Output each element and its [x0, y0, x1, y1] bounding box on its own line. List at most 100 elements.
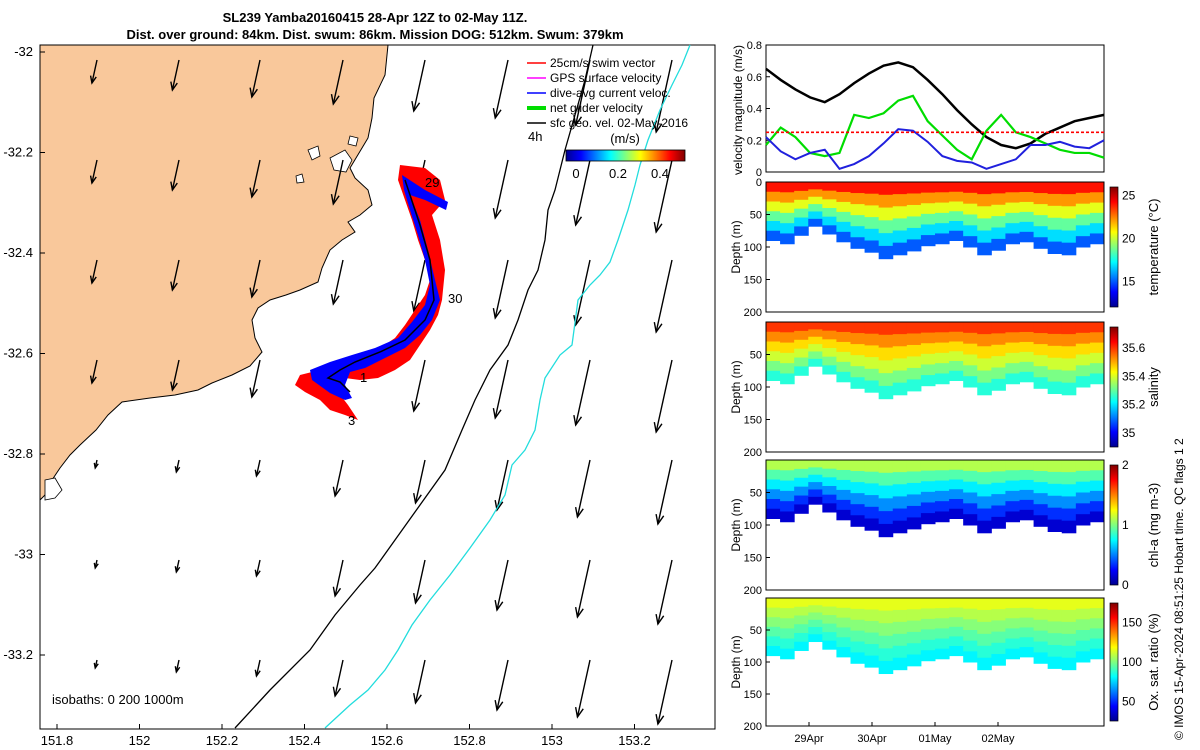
section-cell: [1061, 508, 1077, 522]
section-cell: [949, 626, 964, 637]
section-cell: [1075, 503, 1091, 515]
section-cell: [949, 361, 964, 372]
section-cell: [1089, 460, 1105, 471]
section-cell: [1033, 182, 1049, 194]
section-cell: [1019, 469, 1035, 481]
section-cell: [822, 356, 837, 366]
colorbar-tick-label: 35.2: [1122, 398, 1146, 412]
velocity-arrowhead: [653, 422, 663, 434]
section-cell: [1089, 470, 1105, 482]
depth-tick-label: 50: [750, 350, 762, 362]
section-cell: [1089, 202, 1105, 214]
velocity-arrowhead: [89, 175, 97, 185]
lon-tick-label: 151.8: [41, 733, 74, 748]
section-cell: [780, 363, 795, 374]
section-cell: [991, 193, 1006, 206]
section-cell: [963, 503, 978, 515]
section-cell: [906, 620, 922, 633]
section-cell: [850, 619, 866, 632]
velocity-axes-box: [765, 44, 1105, 173]
section-cell: [780, 648, 795, 660]
section-cell: [892, 520, 908, 534]
section-cell: [1019, 351, 1035, 363]
section-cell: [864, 655, 880, 668]
section-cell: [977, 484, 992, 497]
velocity-arrowhead: [170, 181, 178, 192]
section-cell: [794, 460, 809, 470]
colorbar-label: (m/s): [610, 131, 640, 146]
section-cell: [794, 495, 809, 505]
depth-tick-label: 200: [744, 307, 762, 319]
section-cell: [991, 642, 1006, 655]
section-cell: [822, 322, 837, 332]
vel-ytick-label: 0.2: [747, 135, 762, 147]
section-cell: [920, 608, 936, 620]
colorbar-tick-label: 50: [1122, 694, 1136, 708]
section-cell: [920, 639, 936, 651]
section-cell: [991, 482, 1006, 495]
section-cell: [920, 364, 936, 376]
section-cell: [1075, 225, 1091, 237]
section-cell: [892, 242, 908, 256]
section-cell: [1047, 217, 1063, 231]
velocity-arrow: [251, 159, 261, 198]
section-cell: [892, 508, 908, 522]
velocity-arrow: [657, 659, 673, 725]
section-cell: [949, 607, 964, 618]
section-cell: [991, 631, 1006, 644]
section-cell: [935, 511, 950, 523]
depth-tick-label: 50: [750, 210, 762, 222]
section-cell: [766, 598, 781, 609]
velocity-arrow: [655, 59, 673, 133]
section-cell: [991, 378, 1006, 391]
section-cell: [1047, 345, 1063, 359]
section-cell: [906, 471, 922, 484]
section-cell: [1089, 638, 1105, 650]
section-cell: [949, 322, 964, 333]
velocity-arrow: [413, 259, 426, 312]
section-cell: [1005, 332, 1020, 344]
time-tick-label: 01May: [918, 733, 952, 745]
section-cell: [864, 333, 880, 346]
section-cell: [1089, 192, 1105, 204]
section-cell: [1061, 484, 1077, 497]
section-cell: [822, 486, 837, 496]
section-cell: [991, 609, 1006, 621]
section-cell: [1047, 598, 1063, 611]
section-cell: [1075, 608, 1091, 620]
section-cell: [935, 363, 950, 374]
section-panel: 50 100 150 200 Depth (m) 35.6 35.4 35.2 35 salini…: [729, 321, 1161, 459]
section-cell: [963, 225, 978, 237]
section-cell: [836, 322, 851, 333]
section-cell: [808, 496, 823, 505]
section-cell: [780, 212, 795, 224]
section-cell: [850, 630, 866, 643]
section-cell: [1005, 638, 1020, 650]
section-cell: [906, 482, 922, 495]
section-cell: [878, 194, 894, 209]
section-cell: [977, 598, 992, 611]
section-cell: [1075, 481, 1091, 493]
depth-tick-label: 100: [744, 657, 762, 669]
section-cell: [1047, 322, 1063, 335]
velocity-arrowhead: [653, 122, 663, 134]
section-cell: [808, 627, 823, 635]
section-cell: [920, 332, 936, 344]
section-cell: [977, 206, 992, 219]
section-cell: [850, 366, 866, 378]
depth-tick-label: 0: [756, 177, 762, 189]
section-cell: [822, 606, 837, 616]
section-cell: [977, 346, 992, 359]
section-cell: [963, 460, 978, 472]
section-cell: [906, 460, 922, 472]
colorbar-tick-label: 35.4: [1122, 369, 1146, 383]
velocity-arrow: [91, 359, 98, 384]
section-cell: [963, 236, 978, 248]
velocity-arrow: [91, 259, 98, 284]
velocity-arrowhead: [170, 381, 178, 392]
section-cell: [878, 498, 894, 512]
vel-ytick-label: 0.4: [747, 104, 762, 116]
section-cell: [766, 460, 781, 471]
